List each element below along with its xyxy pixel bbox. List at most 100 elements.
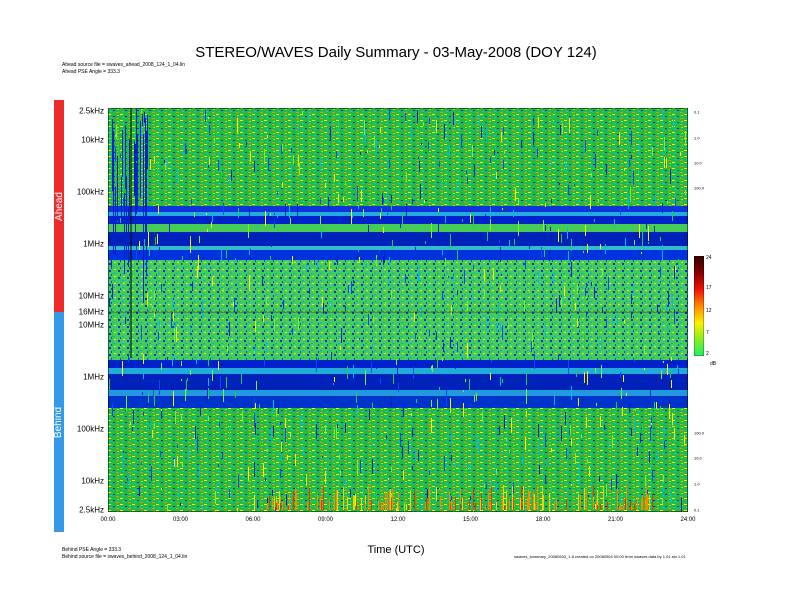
- spectrogram-speckle: [495, 141, 496, 150]
- spectrogram-speckle: [439, 387, 440, 390]
- spectrogram-burst: [580, 495, 581, 510]
- spectrogram-speckle: [423, 122, 424, 126]
- spectrogram-speckle: [218, 337, 219, 348]
- spectrogram-speckle: [172, 122, 173, 126]
- spectrogram-speckle: [537, 148, 538, 158]
- spectrogram-speckle: [215, 510, 216, 512]
- spectrogram-speckle: [616, 474, 617, 489]
- spectrogram-burst: [354, 496, 355, 510]
- spectrogram-speckle: [557, 278, 558, 280]
- spectrogram-speckle: [554, 120, 555, 123]
- spectrogram-speckle: [477, 435, 478, 448]
- spectrogram-burst: [503, 485, 504, 510]
- spectrogram-speckle: [457, 342, 458, 352]
- spectrogram-burst: [647, 495, 648, 510]
- spectrogram-speckle: [496, 483, 497, 490]
- spectrogram-speckle: [561, 298, 562, 307]
- spectrogram-speckle: [438, 221, 439, 236]
- spectrogram-burst: [365, 495, 366, 510]
- spectrogram-speckle: [573, 301, 574, 310]
- spectrogram-speckle: [403, 470, 404, 480]
- spectrogram-speckle: [268, 213, 269, 216]
- spectrogram-speckle: [450, 337, 451, 348]
- spectrogram-burst: [277, 500, 278, 510]
- spectrogram-speckle: [571, 386, 572, 400]
- spectrogram-speckle: [231, 170, 232, 181]
- spectrogram-speckle: [529, 246, 530, 249]
- spectrogram-speckle: [298, 125, 299, 132]
- spectrogram-speckle: [333, 457, 334, 461]
- spectrogram-speckle: [439, 161, 440, 167]
- spectrogram-speckle: [668, 293, 669, 306]
- spectrogram-speckle: [444, 456, 445, 471]
- spectrogram-speckle: [195, 426, 196, 439]
- spectrogram-speckle: [545, 203, 546, 207]
- spectrogram-speckle: [431, 418, 432, 433]
- spectrogram-speckle: [664, 157, 665, 168]
- spectrogram-burst: [506, 490, 507, 510]
- spectrogram-speckle: [451, 455, 452, 461]
- spectrogram-speckle: [175, 442, 176, 445]
- spectrogram-speckle: [237, 281, 238, 285]
- spectrogram-burst: [528, 489, 529, 510]
- spectrogram-speckle: [413, 367, 414, 379]
- spectrogram-speckle: [275, 440, 276, 452]
- spectrogram-speckle: [167, 504, 168, 512]
- spectrogram-speckle: [419, 161, 420, 172]
- spectrogram-speckle: [436, 487, 437, 501]
- spectrogram-speckle: [574, 184, 575, 186]
- spectrogram-speckle: [151, 466, 152, 481]
- spectrogram-speckle: [287, 455, 288, 460]
- spectrogram-speckle: [594, 219, 595, 222]
- spectrogram-speckle: [352, 214, 353, 218]
- spectrogram-speckle: [271, 315, 272, 321]
- spectrogram-speckle: [671, 380, 672, 388]
- spectrogram-speckle: [247, 308, 248, 317]
- spectrogram-speckle: [387, 213, 388, 215]
- spectrogram-speckle: [174, 328, 175, 342]
- y-tick-ahead-1mhz: 1MHz: [83, 239, 104, 249]
- spectrogram-burst: [397, 502, 398, 510]
- y-right-behind-2: 1.0: [694, 481, 700, 487]
- spectrogram-speckle: [542, 453, 543, 462]
- spectrogram-speckle: [579, 474, 580, 484]
- spectrogram-speckle: [376, 491, 377, 505]
- spectrogram-burst: [347, 497, 348, 510]
- spectrogram-speckle: [444, 124, 445, 139]
- spectrogram-speckle: [366, 262, 367, 266]
- spectrogram-speckle: [360, 460, 361, 473]
- spectrogram-speckle: [672, 294, 673, 308]
- spectrogram-speckle: [369, 409, 370, 420]
- spectrogram-burst: [630, 501, 631, 510]
- spectrogram-burst: [408, 506, 409, 510]
- spectrogram-speckle: [393, 374, 394, 384]
- spectrogram-burst: [356, 502, 357, 510]
- spectrogram-speckle: [268, 158, 269, 171]
- spectrogram-burst: [389, 490, 390, 510]
- spectrogram-speckle: [336, 151, 337, 158]
- spectrogram-speckle: [652, 470, 653, 481]
- spectrogram-speckle: [606, 484, 607, 497]
- spectrogram-speckle: [630, 187, 631, 202]
- spectrogram-speckle: [457, 290, 458, 295]
- spectrogram-speckle: [496, 470, 497, 475]
- spectrogram-burst: [269, 496, 270, 510]
- spectrogram-speckle: [453, 276, 454, 284]
- spectrogram-speckle: [148, 394, 149, 403]
- spectrogram-speckle: [533, 132, 534, 145]
- spectrogram-speckle: [588, 498, 589, 510]
- spectrogram-speckle: [662, 203, 663, 213]
- spectrogram-speckle: [365, 370, 366, 385]
- x-tick-0900: 09:00: [317, 517, 334, 523]
- spectrogram-speckle: [129, 424, 130, 428]
- spectrogram: [108, 108, 688, 512]
- spectrogram-speckle: [154, 311, 155, 317]
- spectrogram-speckle: [376, 139, 377, 153]
- spectrogram-speckle: [270, 272, 271, 286]
- spectrogram-speckle: [521, 141, 522, 148]
- spectrogram-speckle: [545, 225, 546, 231]
- spectrogram-speckle: [254, 351, 255, 354]
- spectrogram-burst: [520, 498, 521, 510]
- spectrogram-speckle: [256, 381, 257, 390]
- spectrogram-speckle: [418, 273, 419, 282]
